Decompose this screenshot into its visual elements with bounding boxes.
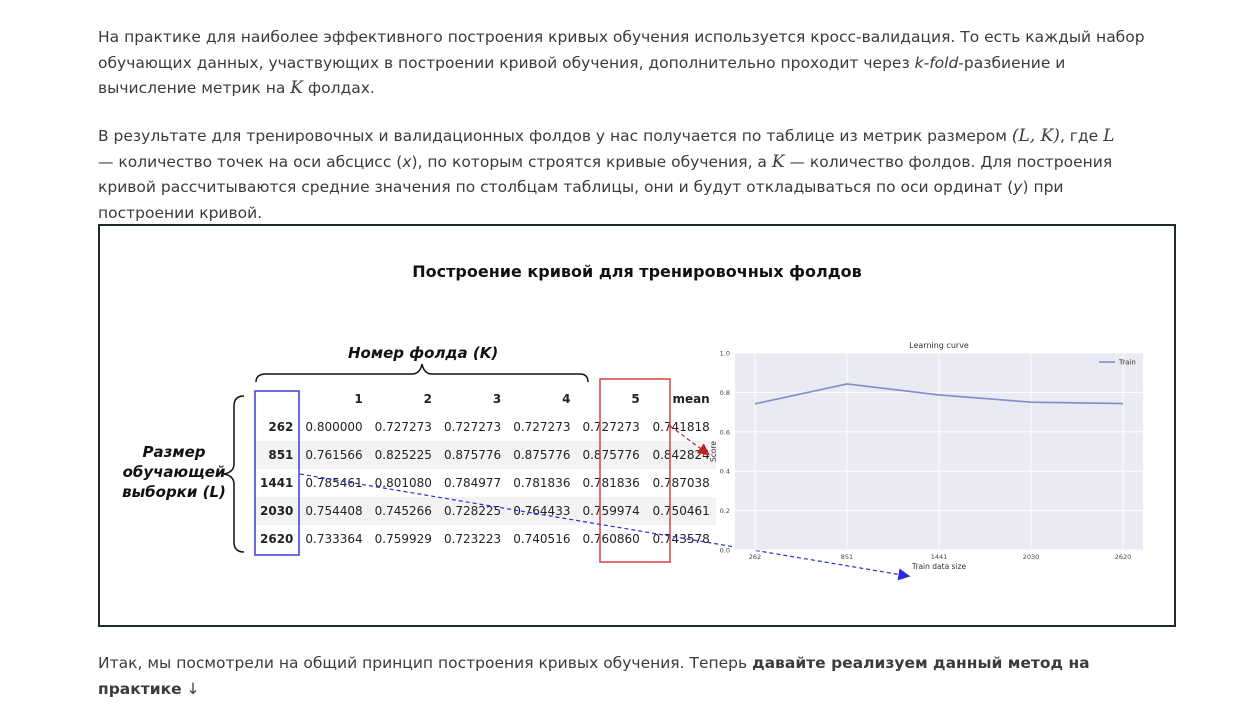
table-row: 2030 0.754408 0.745266 0.728225 0.764433 0.75…: [254, 497, 716, 525]
table-cell: 0.733364: [305, 532, 363, 546]
x-tick-label: 2620: [1115, 553, 1132, 561]
math-k: K: [771, 151, 785, 172]
figure-overlay: 0.0 0.2 0.4 0.6 0.8 1.0 262 851 1441 2030 2620 Lear…: [223, 341, 1143, 581]
table-row: 851 0.761566 0.825225 0.875776 0.875776 0.875…: [254, 441, 716, 469]
table-cell: 0.875776: [437, 441, 508, 469]
text: ) при построении кривой.: [98, 178, 1064, 222]
table-cell: 0.875776: [576, 441, 646, 469]
math-lk: (L, K): [1011, 126, 1060, 146]
x-tick-label: 262: [749, 553, 761, 561]
y-axis-label: Score: [709, 441, 718, 462]
var-y: y: [1013, 178, 1023, 196]
y-tick-label: 1.0: [720, 350, 730, 358]
row-index-cell: 1441: [260, 476, 294, 490]
table-cell: 0.825225: [368, 441, 438, 469]
legend-label: Train: [1118, 359, 1136, 367]
x-tick-label: 2030: [1023, 553, 1040, 561]
table-cell: 0.781836: [513, 476, 571, 490]
y-tick-label: 0.0: [720, 547, 730, 555]
table-cell: 0.727273: [513, 420, 571, 434]
table-cell: 0.727273: [582, 420, 640, 434]
learning-curve-chart: 0.0 0.2 0.4 0.6 0.8 1.0 262 851 1441 2030 2620 Lear…: [709, 341, 1143, 571]
text: ), по которым строятся кривые обучения, …: [411, 152, 772, 171]
conclusion-paragraph: Итак, мы посмотрели на общий принцип пос…: [98, 651, 1158, 702]
table-cell: 0.781836: [582, 476, 640, 490]
text: -разбиение и вычисление метрик на: [98, 53, 1066, 98]
x-axis-label: Train data size: [911, 562, 967, 571]
text: В результате для тренировочных и валидац…: [98, 127, 1012, 145]
column-header: 3: [492, 391, 502, 406]
metrics-table: 1 2 3 4 5 mean 262 0.800000 0.727273 0.727273 0.7…: [254, 384, 716, 553]
size-brace: [223, 395, 245, 553]
math-k: K: [290, 78, 303, 98]
row-index-cell: 2030: [254, 497, 300, 525]
math-l: L: [1103, 126, 1115, 146]
fold-brace: [255, 363, 589, 383]
column-header: 5: [631, 391, 640, 406]
column-header: 1: [354, 391, 363, 406]
table-cell: 0.842824: [645, 441, 716, 469]
learning-curve-figure: Построение кривой для тренировочных фолд…: [98, 224, 1176, 627]
table-cell: 0.745266: [368, 497, 438, 525]
text: — количество точек на оси абсцисс (: [98, 152, 403, 171]
kfold-term: k-fold: [914, 53, 959, 72]
table-cell: 0.764433: [507, 497, 577, 525]
table-cell: 0.787038: [652, 476, 710, 490]
chart-title: Learning curve: [909, 341, 969, 350]
table-cell: 0.740516: [513, 532, 571, 546]
y-tick-label: 0.6: [720, 428, 730, 436]
var-x: x: [402, 152, 412, 171]
row-index-cell: 851: [254, 441, 300, 469]
column-header: 4: [562, 391, 571, 406]
table-cell: 0.759929: [374, 532, 432, 546]
row-index-cell: 2620: [260, 532, 294, 546]
table-cell: 0.728225: [437, 497, 508, 525]
table-cell: 0.801080: [374, 476, 432, 490]
sample-size-label: Размер обучающей выборки (L): [122, 443, 226, 501]
text: На практике для наиболее эффективного по…: [98, 28, 1145, 72]
mean-to-score-arrow: [669, 425, 710, 456]
x-tick-label: 851: [841, 553, 853, 561]
row-index-cell: 262: [268, 420, 294, 434]
table-row: 1441 0.785461 0.801080 0.784977 0.781836 0.78…: [254, 469, 716, 497]
mean-column-highlight: [599, 378, 671, 563]
down-arrow-icon: ↓: [181, 679, 200, 698]
table-cell: 0.800000: [305, 420, 363, 434]
table-row: 262 0.800000 0.727273 0.727273 0.727273 0.727…: [254, 413, 716, 441]
table-cell: 0.723223: [443, 532, 502, 546]
text: фолдах.: [302, 79, 375, 97]
text: Итак, мы посмотрели на общий принцип пос…: [98, 654, 753, 672]
size-to-axis-arrow: [299, 473, 911, 581]
text: , где: [1059, 127, 1104, 145]
table-cell: 0.784977: [443, 476, 502, 490]
table-row: 2620 0.733364 0.759929 0.723223 0.740516 0.76…: [254, 525, 716, 553]
y-tick-label: 0.2: [720, 507, 730, 515]
table-cell: 0.727273: [443, 420, 502, 434]
series-line-train: [754, 383, 1124, 405]
table-cell: 0.785461: [305, 476, 363, 490]
fold-number-label: Номер фолда (K): [348, 344, 499, 362]
index-column-highlight: [254, 390, 300, 556]
result-paragraph: В результате для тренировочных и валидац…: [98, 124, 1158, 226]
table-header-row: 1 2 3 4 5 mean: [254, 384, 716, 413]
intro-paragraph: На практике для наиболее эффективного по…: [98, 25, 1158, 102]
text: — количество фолдов. Для построения крив…: [98, 152, 1113, 197]
column-header: mean: [672, 391, 710, 406]
table-cell: 0.875776: [507, 441, 577, 469]
table-cell: 0.750461: [645, 497, 716, 525]
column-header: 2: [423, 391, 432, 406]
table-cell: 0.760860: [582, 532, 640, 546]
figure-title: Построение кривой для тренировочных фолд…: [412, 262, 862, 281]
table-cell: 0.727273: [374, 420, 432, 434]
x-tick-label: 1441: [931, 553, 948, 561]
table-cell: 0.761566: [299, 441, 369, 469]
y-tick-label: 0.8: [720, 389, 730, 397]
table-cell: 0.754408: [299, 497, 369, 525]
table-cell: 0.759974: [576, 497, 646, 525]
table-cell: 0.741818: [652, 420, 710, 434]
y-tick-label: 0.4: [720, 468, 730, 476]
